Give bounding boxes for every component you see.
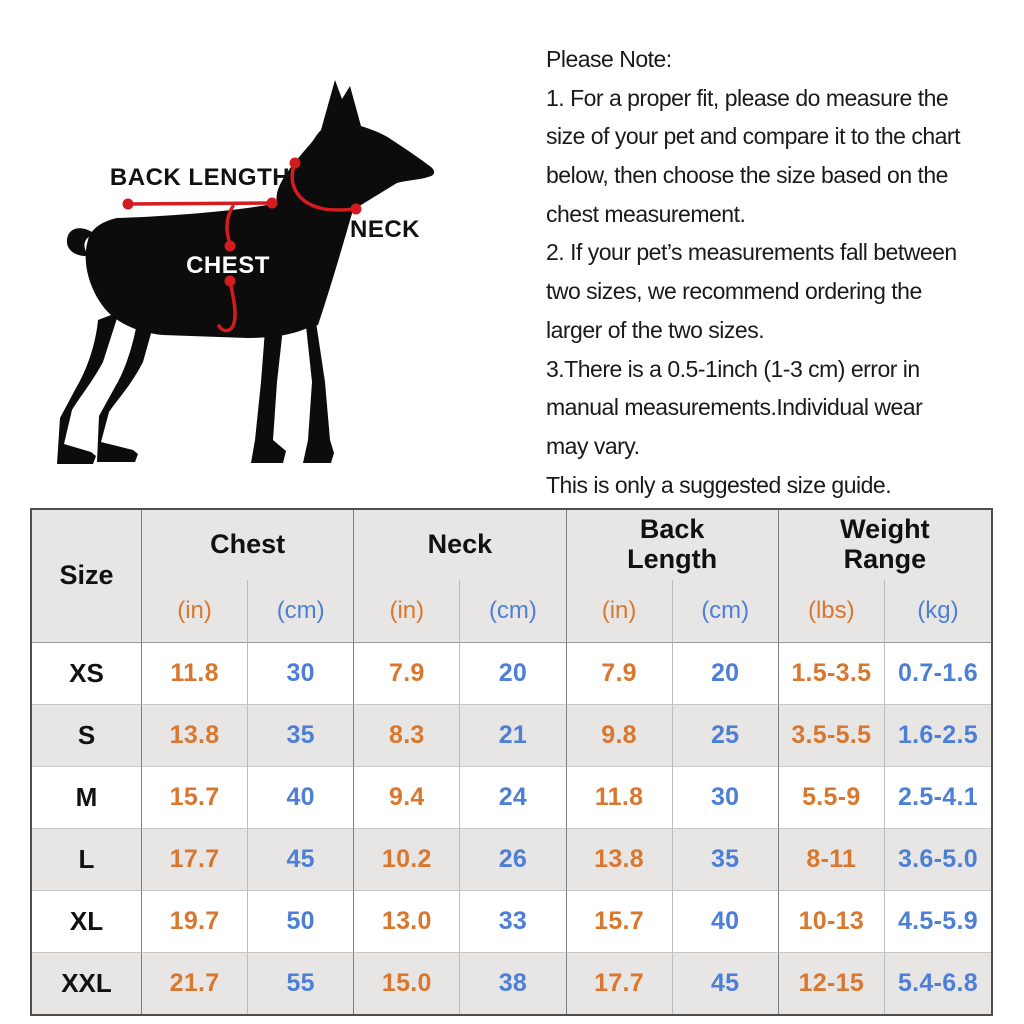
size-chart-table: Size Chest Neck Back Length Weight Range… — [30, 508, 993, 1016]
value-cell: 8.3 — [354, 704, 461, 766]
value-cell: 0.7-1.6 — [884, 642, 991, 704]
note-line: larger of the two sizes. — [546, 316, 765, 343]
value-cell: 4.5-5.9 — [884, 890, 991, 952]
col-header-weight-range: Weight Range — [778, 510, 991, 580]
value-cell: 1.5-3.5 — [778, 642, 885, 704]
value-cell: 20 — [460, 642, 567, 704]
value-cell: 38 — [460, 952, 567, 1014]
note-line: manual measurements.Individual wear — [546, 394, 923, 421]
value-cell: 35 — [672, 828, 779, 890]
note-line: chest measurement. — [546, 200, 746, 227]
value-cell: 3.6-5.0 — [884, 828, 991, 890]
value-cell: 2.5-4.1 — [884, 766, 991, 828]
unit-back-cm: (cm) — [672, 580, 779, 642]
col-header-size: Size — [32, 510, 142, 642]
chest-measure-curve-lower — [217, 279, 237, 333]
note-line: size of your pet and compare it to the c… — [546, 123, 960, 150]
size-cell: XL — [32, 890, 142, 952]
note-line: 2. If your pet’s measurements fall betwe… — [546, 239, 957, 266]
value-cell: 12-15 — [778, 952, 885, 1014]
col-header-chest: Chest — [142, 510, 355, 580]
value-cell: 15.7 — [566, 890, 673, 952]
value-cell: 30 — [672, 766, 779, 828]
value-cell: 9.4 — [354, 766, 461, 828]
chest-label: CHEST — [186, 252, 270, 279]
col-header-back-length: Back Length — [566, 510, 779, 580]
value-cell: 1.6-2.5 — [884, 704, 991, 766]
value-cell: 21.7 — [142, 952, 249, 1014]
size-cell: S — [32, 704, 142, 766]
value-cell: 21 — [460, 704, 567, 766]
value-cell: 50 — [248, 890, 355, 952]
value-cell: 40 — [248, 766, 355, 828]
size-cell: L — [32, 828, 142, 890]
measurement-dots — [122, 157, 362, 287]
value-cell: 30 — [248, 642, 355, 704]
col-header-neck: Neck — [354, 510, 567, 580]
chest-measure-curve-upper — [225, 204, 235, 245]
value-cell: 11.8 — [142, 642, 249, 704]
value-cell: 17.7 — [142, 828, 249, 890]
value-cell: 33 — [460, 890, 567, 952]
notes-title: Please Note: — [546, 46, 672, 72]
value-cell: 8-11 — [778, 828, 885, 890]
note-line: two sizes, we recommend ordering the — [546, 278, 922, 305]
value-cell: 3.5-5.5 — [778, 704, 885, 766]
please-note-section: Please Note: 1. For a proper fit, please… — [546, 40, 1020, 504]
unit-neck-in: (in) — [354, 580, 461, 642]
value-cell: 35 — [248, 704, 355, 766]
neck-label: NECK — [350, 216, 420, 243]
value-cell: 5.4-6.8 — [884, 952, 991, 1014]
value-cell: 45 — [248, 828, 355, 890]
size-cell: M — [32, 766, 142, 828]
back-length-label: BACK LENGTH — [110, 164, 290, 191]
value-cell: 10-13 — [778, 890, 885, 952]
value-cell: 10.2 — [354, 828, 461, 890]
value-cell: 19.7 — [142, 890, 249, 952]
note-line: 1. For a proper fit, please do measure t… — [546, 84, 949, 111]
value-cell: 7.9 — [566, 642, 673, 704]
note-line: may vary. — [546, 432, 640, 459]
dog-silhouette-icon — [57, 80, 435, 464]
value-cell: 15.7 — [142, 766, 249, 828]
note-line: This is only a suggested size guide. — [546, 471, 892, 498]
value-cell: 13.0 — [354, 890, 461, 952]
unit-chest-in: (in) — [142, 580, 249, 642]
value-cell: 20 — [672, 642, 779, 704]
unit-chest-cm: (cm) — [248, 580, 355, 642]
value-cell: 15.0 — [354, 952, 461, 1014]
value-cell: 45 — [672, 952, 779, 1014]
value-cell: 55 — [248, 952, 355, 1014]
note-line: 3.There is a 0.5-1inch (1-3 cm) error in — [546, 355, 920, 382]
value-cell: 9.8 — [566, 704, 673, 766]
neck-measure-curve — [290, 161, 358, 212]
value-cell: 40 — [672, 890, 779, 952]
value-cell: 25 — [672, 704, 779, 766]
value-cell: 5.5-9 — [778, 766, 885, 828]
back-length-line — [126, 201, 274, 206]
size-cell: XXL — [32, 952, 142, 1014]
value-cell: 17.7 — [566, 952, 673, 1014]
unit-weight-kg: (kg) — [884, 580, 991, 642]
unit-back-in: (in) — [566, 580, 673, 642]
value-cell: 11.8 — [566, 766, 673, 828]
note-line: below, then choose the size based on the — [546, 162, 948, 189]
value-cell: 13.8 — [142, 704, 249, 766]
value-cell: 13.8 — [566, 828, 673, 890]
unit-weight-lbs: (lbs) — [778, 580, 885, 642]
unit-neck-cm: (cm) — [460, 580, 567, 642]
dog-measurement-diagram: BACK LENGTH NECK CHEST — [57, 80, 435, 464]
value-cell: 24 — [460, 766, 567, 828]
size-cell: XS — [32, 642, 142, 704]
measurement-lines — [126, 161, 358, 333]
value-cell: 7.9 — [354, 642, 461, 704]
value-cell: 26 — [460, 828, 567, 890]
